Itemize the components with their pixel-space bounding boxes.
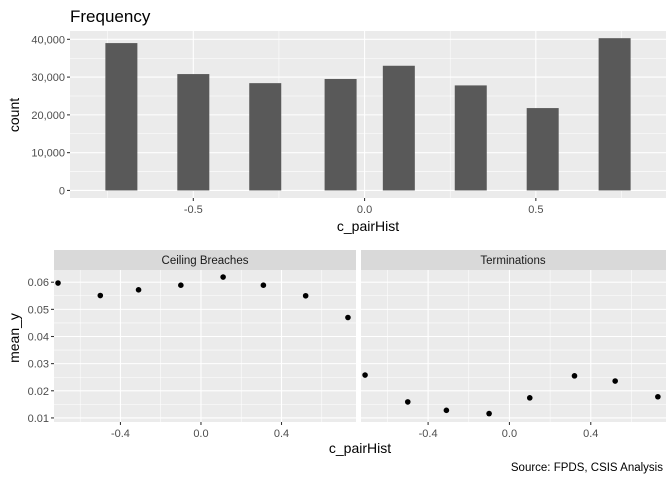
bar-2	[249, 83, 282, 191]
bar-7	[598, 38, 631, 191]
top-x-tick-label-0-5: -0.5	[184, 204, 203, 216]
right-x-tick-label-0-4: 0.4	[583, 428, 598, 440]
facet-label-terminations: Terminations	[480, 255, 545, 267]
point-terminations-6	[612, 378, 618, 384]
bar-4	[382, 65, 415, 191]
top-x-axis: -0.5 0.0 0.5	[184, 198, 543, 216]
facet-strip-left	[54, 250, 356, 270]
bottom-y-axis-title: mean_y	[6, 313, 22, 363]
point-terminations-0	[362, 372, 368, 378]
top-bars	[105, 38, 631, 191]
bottom-y-tick-label-0-03: 0.03	[28, 359, 49, 371]
point-ceiling-breaches-4	[220, 274, 226, 280]
point-ceiling-breaches-1	[97, 292, 104, 299]
point-terminations-3	[486, 410, 492, 417]
point-ceiling-breaches-5	[260, 282, 267, 289]
point-ceiling-breaches-3	[178, 282, 184, 289]
bottom-y-tick-label-0-02: 0.02	[28, 386, 49, 398]
chart-title: Frequency	[70, 7, 151, 26]
facet-panel-left	[54, 270, 356, 422]
bottom-y-tick-label-0-05: 0.05	[28, 304, 49, 316]
chart-caption: Source: FPDS, CSIS Analysis	[511, 462, 663, 474]
point-terminations-1	[404, 399, 411, 405]
top-x-tick-label-0-0: 0.0	[357, 204, 372, 216]
top-x-axis-title: c_pairHist	[337, 218, 399, 234]
top-y-tick-label-10-000: 10,000	[31, 148, 65, 160]
facet-left-gridlines	[54, 270, 356, 422]
facet-left-points	[55, 274, 351, 321]
right-x-tick-label-0-0: 0.0	[502, 428, 517, 440]
right-x-tick-label-0-4: -0.4	[419, 428, 438, 440]
bottom-y-axis: 0.01 0.02 0.03 0.04 0.05 0.06	[28, 277, 54, 425]
facet-panel-right	[361, 270, 666, 422]
top-y-tick-label-0: 0	[59, 185, 65, 197]
bar-3	[324, 78, 357, 191]
facet-right-points	[362, 372, 661, 417]
bottom-y-tick-label-0-01: 0.01	[28, 413, 49, 425]
point-terminations-7	[655, 393, 661, 400]
top-y-tick-label-20-000: 20,000	[31, 110, 65, 122]
facet-right-gridlines	[361, 270, 666, 422]
left-x-tick-label-0-0: 0.0	[193, 428, 208, 440]
top-gridlines	[70, 31, 666, 198]
bar-1	[177, 74, 210, 191]
point-terminations-4	[526, 395, 533, 401]
top-y-axis: 0 10,000 20,000 30,000 40,000	[31, 34, 70, 197]
bar-5	[454, 85, 487, 191]
point-ceiling-breaches-0	[55, 280, 61, 286]
facet-left: Ceiling Breaches	[54, 250, 356, 422]
bottom-x-axis: -0.4 0.0 0.4 -0.4 0.0 0.4	[111, 422, 598, 440]
top-panel	[70, 31, 666, 198]
left-x-tick-label-0-4: -0.4	[111, 428, 130, 440]
point-ceiling-breaches-2	[135, 287, 142, 293]
top-y-tick-label-30-000: 30,000	[31, 72, 65, 84]
bar-6	[526, 108, 559, 191]
bottom-y-tick-label-0-04: 0.04	[28, 332, 49, 344]
point-ceiling-breaches-6	[302, 292, 309, 299]
facet-right: Terminations	[361, 250, 666, 422]
top-x-tick-label-0-5: 0.5	[528, 204, 543, 216]
facet-strip-right	[361, 250, 666, 270]
facet-label-ceiling-breaches: Ceiling Breaches	[162, 255, 249, 267]
top-y-tick-label-40-000: 40,000	[31, 34, 65, 46]
bottom-x-axis-title: c_pairHist	[329, 440, 391, 456]
top-y-axis-title: count	[6, 98, 22, 132]
left-x-tick-label-0-4: 0.4	[274, 428, 289, 440]
bottom-y-tick-label-0-06: 0.06	[28, 277, 49, 289]
bar-0	[105, 43, 138, 191]
point-ceiling-breaches-7	[345, 314, 351, 321]
point-terminations-5	[571, 373, 578, 379]
point-terminations-2	[443, 407, 450, 414]
